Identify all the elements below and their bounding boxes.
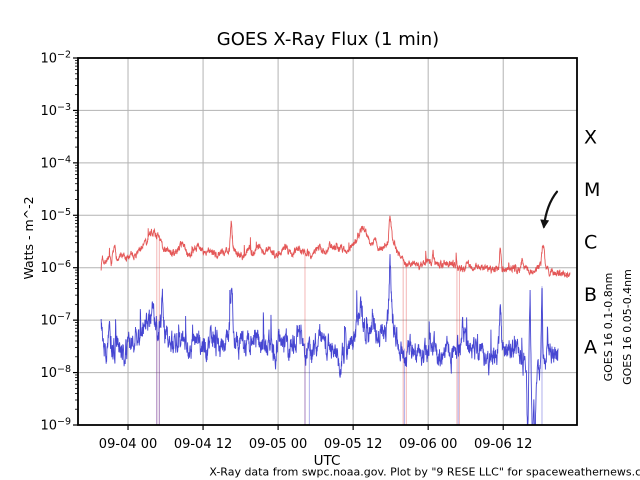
flare-class-label-a: A: [584, 336, 597, 358]
y-tick-label: 10−9: [40, 417, 71, 434]
y-tick-label: 10−8: [40, 364, 71, 381]
y-tick-label: 10−3: [40, 102, 71, 119]
axes-layer: 09-04 00 09-04 12 09-05 00 09-05 12 09-06 00…: [40, 50, 600, 453]
gridlines: [78, 58, 577, 425]
x-tick-label: 09-05 00: [249, 437, 307, 452]
y-tick-label: 10−4: [40, 154, 71, 171]
annotation-arrow: [540, 190, 559, 229]
y-tick-label: 10−6: [40, 259, 71, 276]
x-tick-label: 09-05 12: [324, 437, 382, 452]
credit-caption: X-Ray data from swpc.noaa.gov. Plot by "…: [209, 466, 640, 479]
y-tick-label: 10−5: [40, 207, 71, 224]
flare-class-label-c: C: [584, 232, 597, 254]
series-goes16-short-channel-line: [100, 254, 559, 425]
y-tick-label: 10−7: [40, 312, 71, 329]
x-tick-label: 09-04 12: [174, 437, 232, 452]
flare-class-label-b: B: [584, 284, 597, 306]
series-goes16-long-channel-line: [100, 215, 571, 279]
legend-goes16-long-channel-label: GOES 16 0.1-0.8nm: [602, 273, 615, 382]
y-axis-label: Watts - m^-2: [21, 196, 36, 279]
chart-title: GOES X-Ray Flux (1 min): [217, 29, 439, 50]
data-layer: [100, 215, 571, 425]
legend-goes16-short-channel-label: GOES 16 0.05-0.4nm: [621, 269, 634, 385]
x-tick-label: 09-06 00: [399, 437, 457, 452]
x-axis-label: UTC: [314, 453, 341, 469]
y-tick-label: 10−2: [40, 50, 71, 67]
flare-class-label-m: M: [584, 179, 600, 201]
x-tick-label: 09-06 12: [474, 437, 532, 452]
annotation-layer: [540, 190, 559, 229]
flare-class-label-x: X: [584, 127, 597, 149]
plot-border: [77, 57, 578, 426]
x-tick-label: 09-04 00: [99, 437, 157, 452]
